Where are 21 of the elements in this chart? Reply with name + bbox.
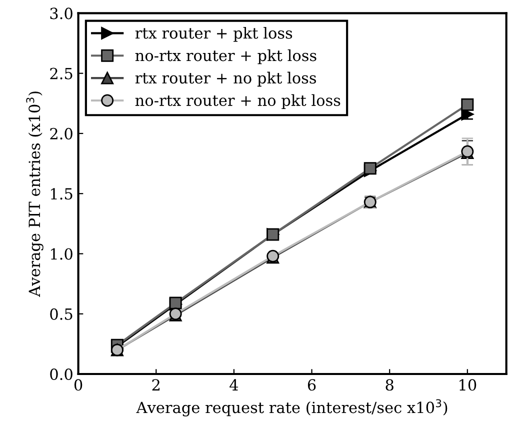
x-tick-label: 4 <box>230 379 238 390</box>
legend-label: rtx router + pkt loss <box>135 26 292 42</box>
y-tick-label: 1.0 <box>51 248 72 260</box>
x-axis-title: Average request rate (interest/sec x10$^{3}$) <box>136 399 448 416</box>
y-tick-label: 0.0 <box>50 368 72 380</box>
y-tick-label: 2.0 <box>50 128 72 140</box>
y-tick-label: 2.5 <box>50 68 72 80</box>
y-tick-label: 3.0 <box>50 8 72 20</box>
x-tick-label: 8 <box>386 379 394 391</box>
point <box>461 98 474 111</box>
legend-label: no-rtx router + no pkt loss <box>135 94 340 110</box>
x-tick-label: 10 <box>460 379 476 391</box>
x-tick-label: 0 <box>74 379 82 391</box>
legend-label: rtx router + no pkt loss <box>135 72 316 87</box>
y-axis-title: Average PIT entries (x10$^{3}$) <box>26 92 44 297</box>
y-tick-label: 1.5 <box>51 188 72 200</box>
x-tick-label: 6 <box>308 379 316 391</box>
point <box>364 162 376 175</box>
y-tick-label: 0.5 <box>50 308 72 320</box>
x-tick-label: 2 <box>152 379 160 390</box>
legend-label: no-rtx router + pkt loss <box>135 49 316 64</box>
